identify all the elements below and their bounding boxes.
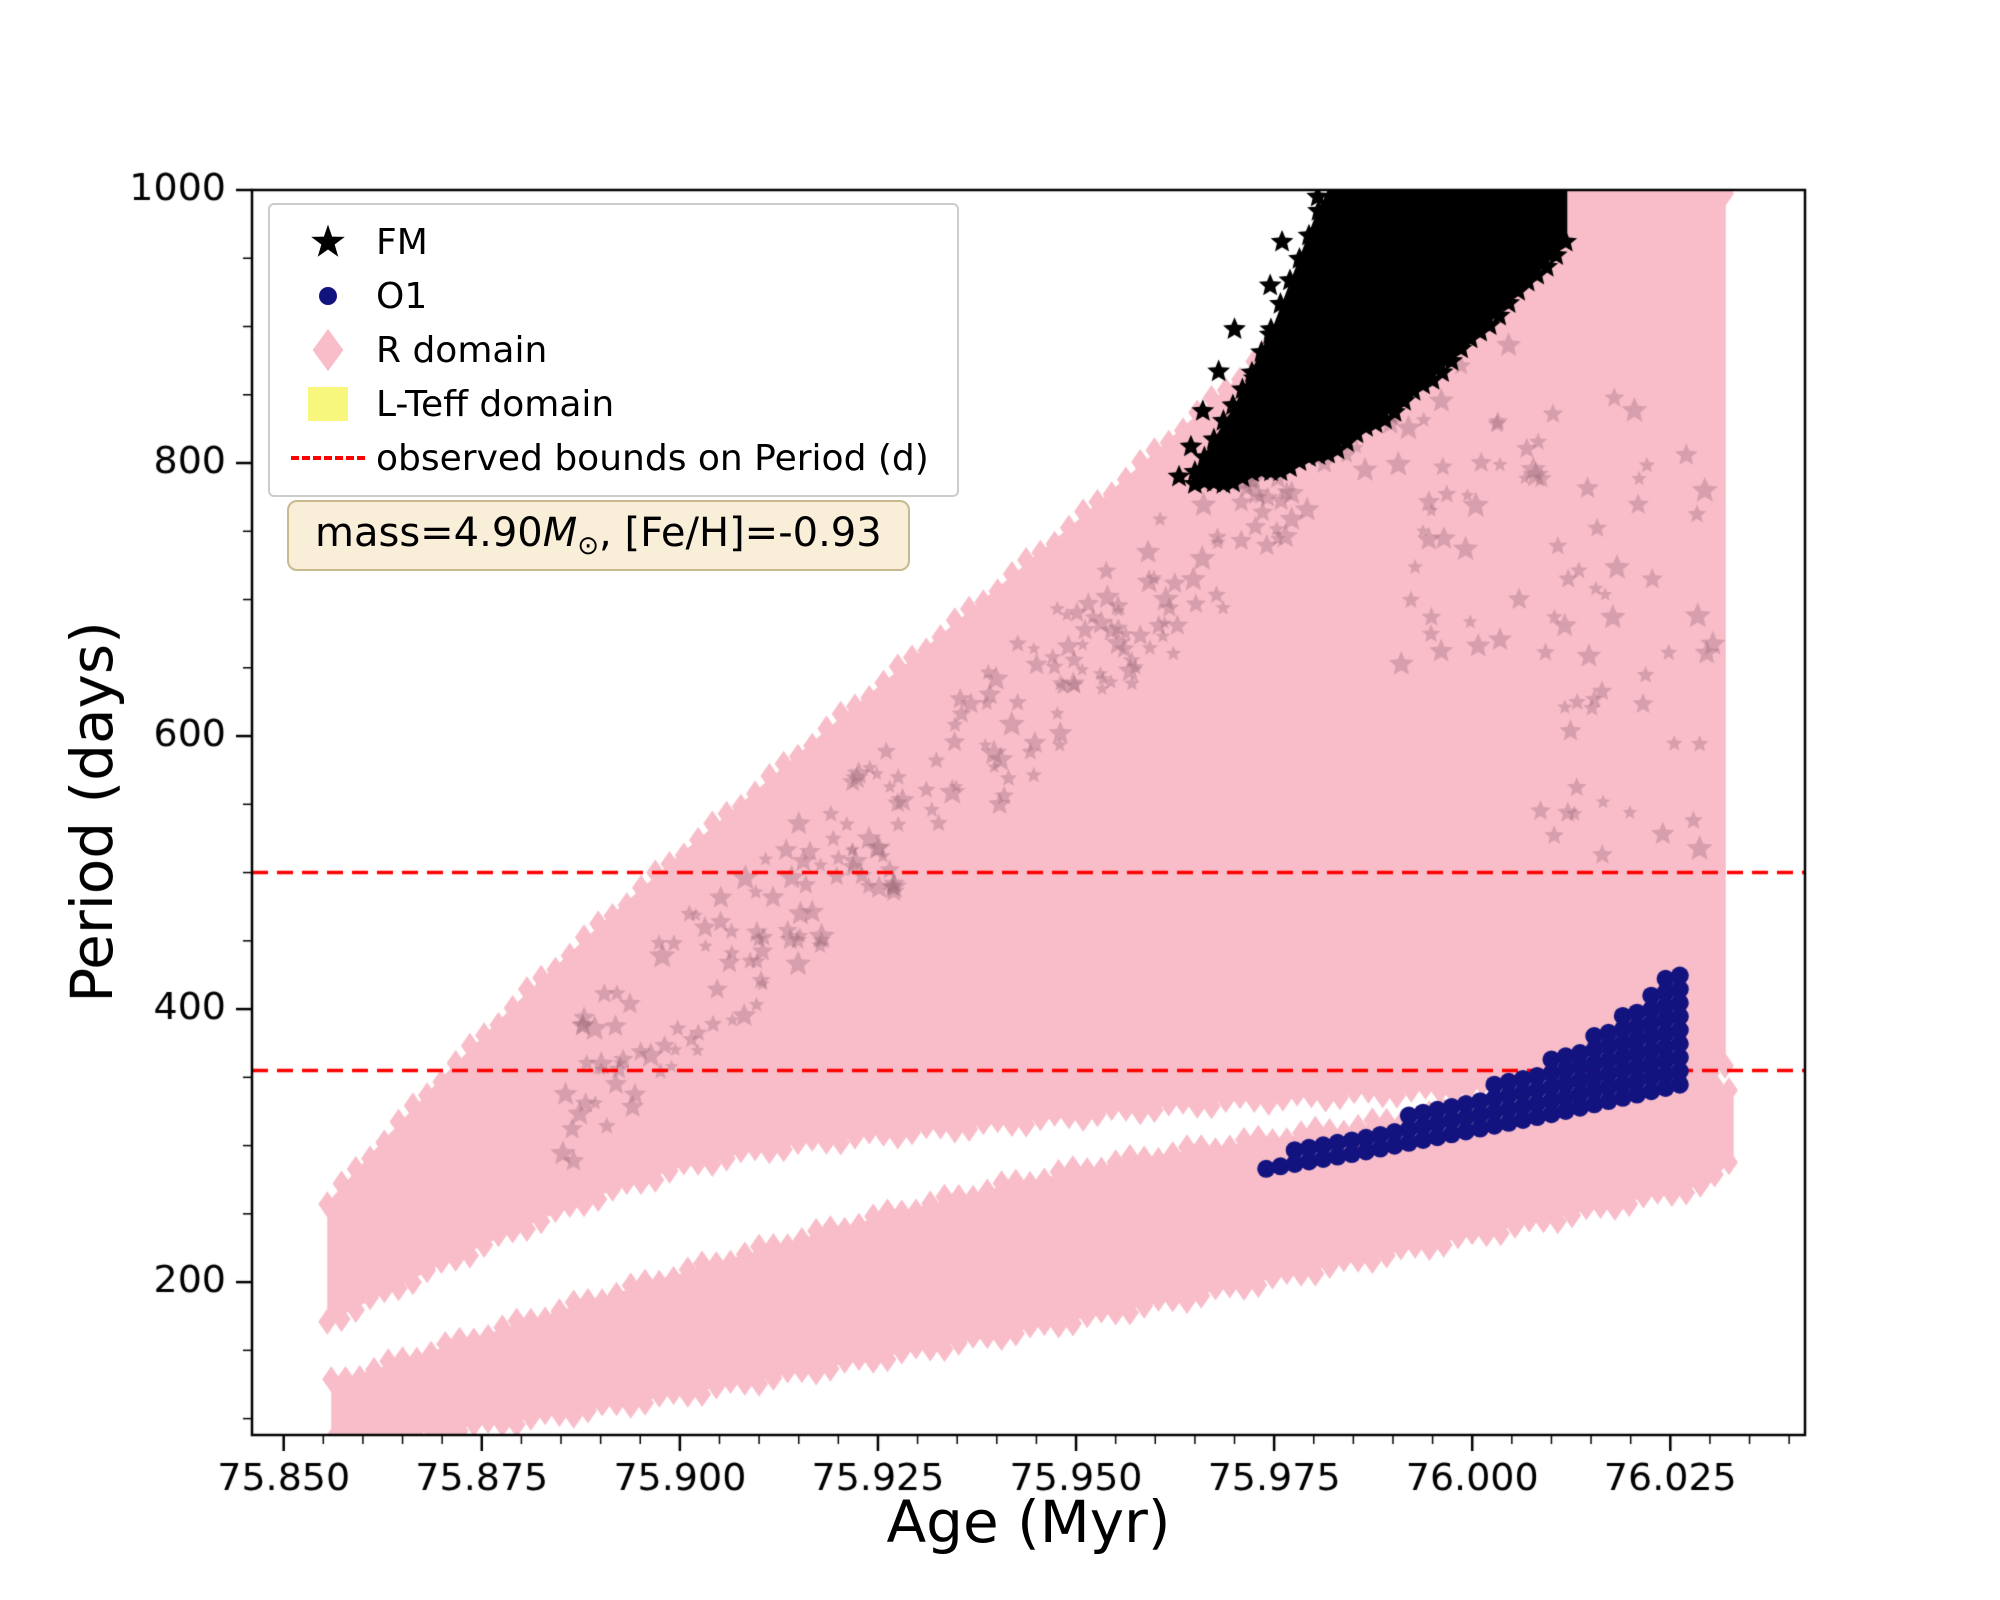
legend-item-lteff-domain: L-Teff domain [290,381,929,427]
star-icon [290,223,366,261]
legend-label: R domain [376,329,548,371]
sun-symbol: ⊙ [577,531,600,561]
annotation-post: , [Fe/H]=-0.93 [599,510,882,556]
legend-item-bounds: observed bounds on Period (d) [290,435,929,481]
x-axis-label: Age (Myr) [886,1488,1171,1556]
legend-item-fm: FM [290,219,929,265]
legend-label: O1 [376,275,428,317]
annotation-box: mass=4.90M⊙, [Fe/H]=-0.93 [287,500,910,571]
legend-label: FM [376,221,428,263]
mass-symbol: M [542,510,578,556]
diamond-icon [290,327,366,373]
y-axis-label: Period (days) [58,621,126,1003]
square-icon [290,387,366,421]
legend-item-r-domain: R domain [290,327,929,373]
annotation-pre: mass=4.90 [315,510,543,556]
legend: FM O1 R domain L-Teff domain observed bo… [268,203,959,497]
legend-label: L-Teff domain [376,383,615,425]
legend-label: observed bounds on Period (d) [376,437,929,479]
dashed-line-icon [290,456,366,460]
circle-icon [290,287,366,305]
legend-item-o1: O1 [290,273,929,319]
